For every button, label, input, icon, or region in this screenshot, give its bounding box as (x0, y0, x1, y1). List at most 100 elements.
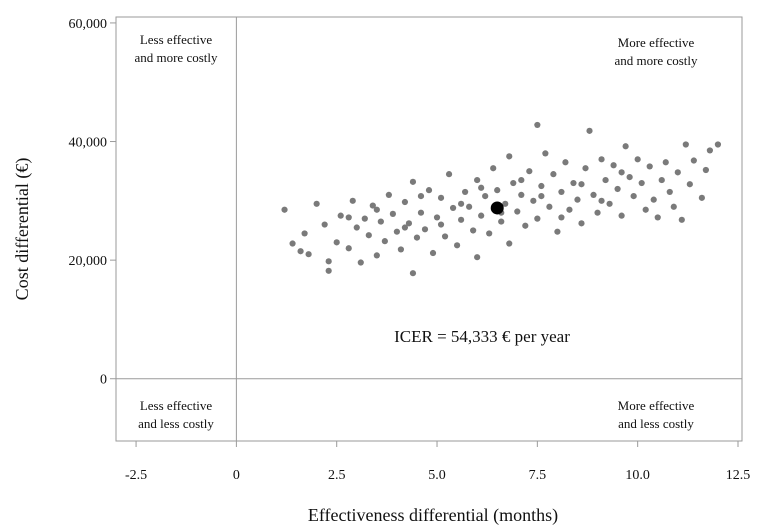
data-point (626, 174, 633, 181)
data-point (437, 194, 445, 201)
data-point (441, 233, 449, 240)
data-point (534, 121, 541, 129)
data-point (353, 224, 360, 231)
x-tick-label: -2.5 (125, 468, 147, 483)
data-point (413, 234, 421, 241)
data-point (325, 267, 332, 274)
y-tick-label: 0 (100, 373, 107, 388)
data-point (474, 254, 481, 261)
data-point (462, 188, 469, 196)
data-point (470, 227, 477, 234)
data-point (478, 184, 485, 191)
data-point (502, 200, 509, 207)
data-point (658, 176, 665, 184)
x-tick-label: 7.5 (529, 468, 547, 483)
data-point (498, 218, 505, 225)
x-tick-label: 5.0 (428, 468, 446, 483)
data-point (437, 221, 445, 228)
y-tick-label: 60,000 (69, 17, 108, 32)
data-point (578, 220, 585, 227)
data-point (506, 153, 513, 160)
data-point (574, 196, 581, 203)
data-point (598, 156, 605, 163)
data-point (566, 206, 573, 213)
data-point (642, 206, 649, 213)
quadrant-bottom-right-line-1: More effective (618, 398, 695, 413)
quadrant-bottom-left-line-1: Less effective (140, 398, 213, 413)
data-point (542, 150, 549, 157)
scatter-points (281, 121, 722, 277)
data-point (538, 182, 545, 190)
quadrant-top-left-line-2: and more costly (134, 50, 218, 65)
icer-annotation: ICER = 54,333 € per year (394, 327, 570, 346)
data-point (409, 178, 417, 185)
data-point (602, 176, 609, 184)
data-point (458, 200, 465, 207)
data-point (526, 168, 533, 175)
data-point (706, 147, 713, 154)
data-point (714, 141, 722, 148)
data-point (357, 259, 364, 266)
data-point (453, 242, 461, 249)
data-point (530, 197, 537, 204)
data-point (634, 156, 641, 163)
data-point (417, 209, 425, 216)
data-point (365, 232, 372, 239)
data-point (638, 179, 645, 187)
data-point (345, 214, 352, 221)
quadrant-top-right-line-2: and more costly (614, 53, 698, 68)
data-point (618, 212, 625, 219)
data-point (630, 192, 637, 200)
data-point (558, 214, 565, 221)
data-point (389, 210, 396, 217)
data-point (670, 203, 677, 210)
data-point (458, 216, 465, 223)
data-point (590, 191, 597, 199)
data-point (373, 252, 380, 259)
data-point (429, 249, 437, 257)
y-axis-title: Cost differential (€) (12, 158, 33, 301)
x-tick-label: 10.0 (625, 468, 650, 483)
data-point (510, 179, 517, 187)
data-point (558, 188, 565, 196)
data-point (397, 246, 405, 253)
data-point (405, 220, 413, 227)
data-point (650, 196, 657, 203)
y-tick-label: 20,000 (69, 254, 108, 269)
data-point (417, 192, 425, 200)
data-point (586, 127, 593, 134)
axis-ticks: -2.5 0 2.5 5.0 7.5 10.0 12.5 0 20,000 40,000 60,00… (69, 17, 751, 483)
data-point (702, 166, 709, 174)
data-point (562, 159, 569, 166)
data-point (482, 192, 489, 200)
data-point (409, 270, 417, 277)
data-point (325, 258, 332, 265)
data-point (425, 187, 433, 194)
data-point (654, 214, 661, 221)
data-point (313, 200, 320, 207)
data-point (514, 208, 521, 215)
data-point (598, 197, 605, 204)
data-point (622, 143, 629, 150)
data-point (678, 216, 685, 223)
data-point (289, 240, 296, 247)
data-point (606, 200, 613, 207)
data-point (474, 176, 481, 184)
data-point (321, 221, 328, 228)
data-point (369, 202, 376, 209)
data-point (373, 206, 380, 213)
data-point (578, 181, 585, 188)
data-point (301, 230, 308, 237)
data-point (666, 188, 673, 196)
data-point (522, 222, 529, 229)
data-point (610, 162, 617, 169)
y-tick-label: 40,000 (69, 136, 108, 151)
data-point (494, 187, 501, 194)
data-point (478, 212, 485, 219)
x-tick-label: 2.5 (328, 468, 346, 483)
data-point (445, 171, 453, 178)
quadrant-bottom-right-line-2: and less costly (618, 416, 694, 431)
data-point (345, 245, 352, 252)
data-point (690, 157, 697, 164)
data-point (333, 239, 340, 246)
